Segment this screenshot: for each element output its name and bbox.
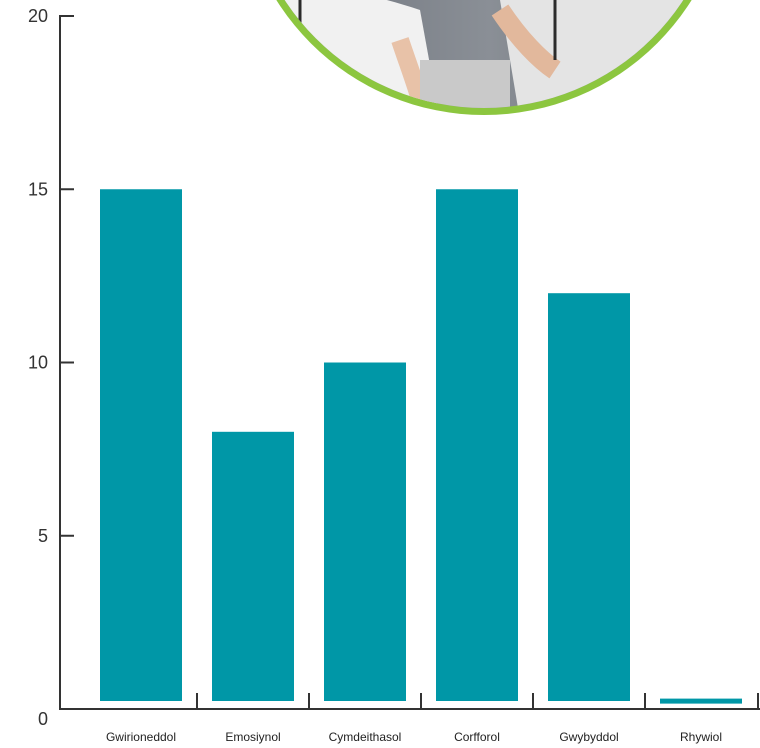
y-tick-label: 5 — [38, 526, 48, 546]
y-tick-label: 0 — [38, 709, 48, 729]
photo-decoration — [246, 0, 722, 115]
photo-image — [246, 0, 722, 108]
category-labels: Gwirioneddol Emosiynol Cymdeithasol Corffor… — [106, 730, 722, 744]
bars — [100, 189, 742, 704]
category-label: Gwirioneddol — [106, 730, 176, 744]
bar — [436, 189, 518, 701]
category-label: Rhywiol — [680, 730, 722, 744]
bar — [660, 698, 742, 704]
bar — [100, 189, 182, 701]
bar — [324, 362, 406, 701]
x-ticks — [196, 693, 759, 709]
bar — [548, 293, 630, 701]
y-tick-label: 15 — [28, 179, 48, 199]
category-label: Gwybyddol — [559, 730, 618, 744]
y-tick-label: 20 — [28, 6, 48, 26]
y-tick-label: 10 — [28, 353, 48, 373]
category-label: Corfforol — [454, 730, 500, 744]
bar — [212, 431, 294, 701]
category-label: Emosiynol — [225, 730, 280, 744]
category-label: Cymdeithasol — [329, 730, 402, 744]
y-ticks: 0 5 10 15 20 — [28, 6, 74, 729]
